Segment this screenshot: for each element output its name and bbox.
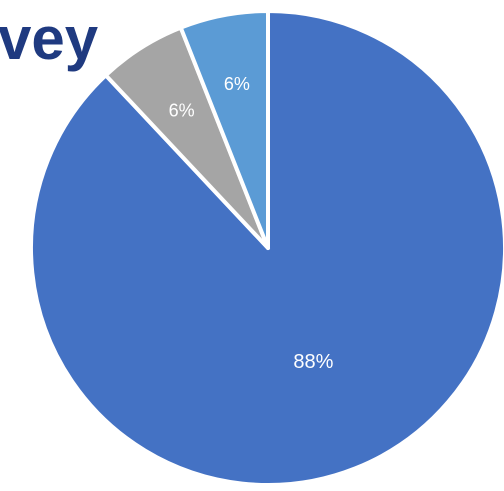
pie-slice-3 [178, 9, 270, 250]
title-fragment: vey [0, 5, 99, 72]
pie-slices [29, 9, 504, 487]
pie-slice-label-1: 88% [293, 351, 333, 373]
pie-labels: 88% 6% 6% [169, 74, 334, 373]
pie-slice-label-2: 6% [169, 101, 195, 121]
pie-slice-label-3: 6% [224, 74, 250, 94]
